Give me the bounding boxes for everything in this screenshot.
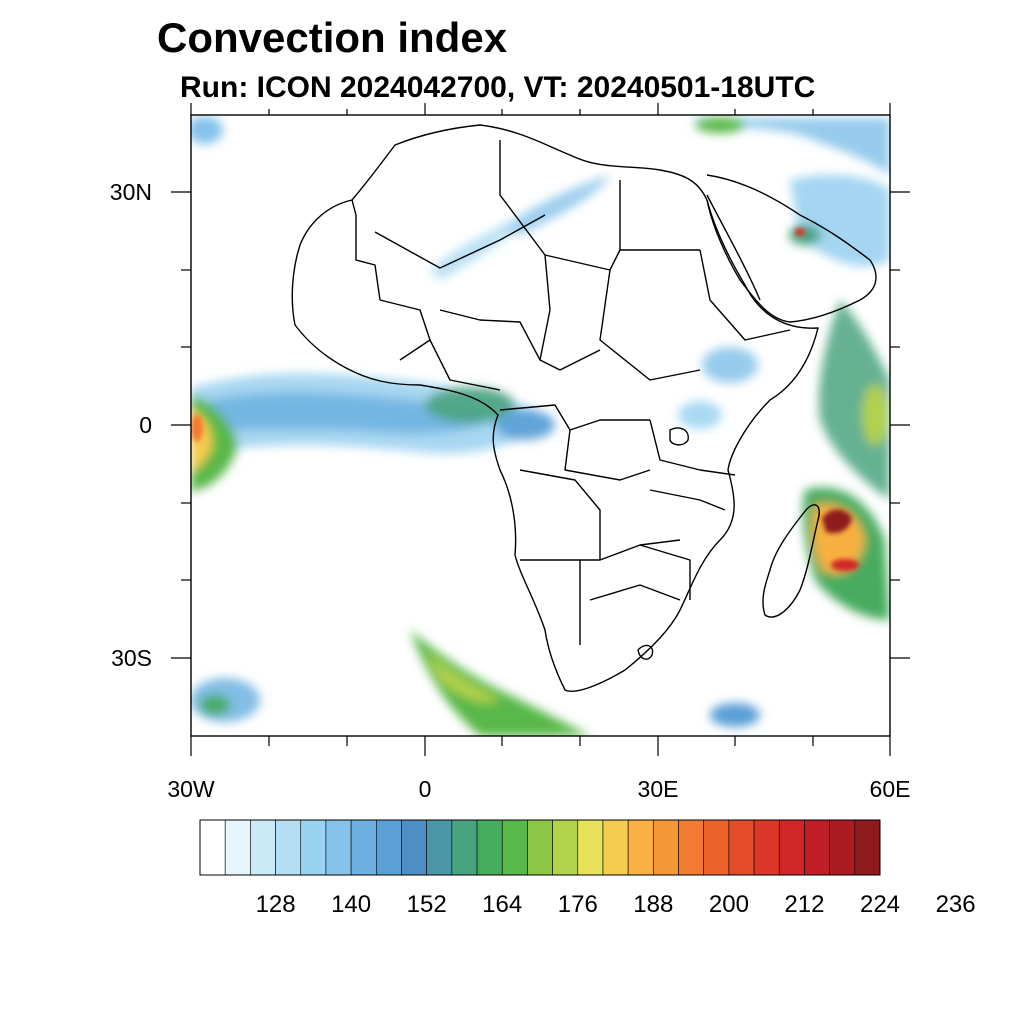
- border-14: [519, 469, 601, 560]
- border-8: [439, 309, 541, 361]
- lon-label-60e: 60E: [870, 776, 911, 802]
- field-sahara-streak: [500, 175, 610, 235]
- colorbar-swatch: [426, 819, 453, 876]
- colorbar-outline: [199, 819, 881, 876]
- colorbar-label: 152: [407, 891, 447, 918]
- border-6: [599, 269, 701, 381]
- colorbar-swatch: [627, 819, 654, 876]
- colorbar: [199, 819, 881, 876]
- colorbar-swatch: [375, 819, 402, 876]
- border-19: [639, 544, 691, 600]
- colorbar-label: 176: [558, 891, 598, 918]
- colorbar-swatch: [325, 819, 352, 876]
- axis-ticks: [171, 103, 910, 756]
- field-sw-green: [200, 695, 230, 715]
- lake-victoria: [669, 427, 689, 446]
- lat-label-30n: 30N: [110, 179, 152, 205]
- arabia-coastline: [706, 174, 877, 323]
- field-madagascar-red: [831, 559, 859, 571]
- field-south-front: [410, 630, 590, 736]
- field-indian-strip: [818, 300, 890, 500]
- colorbar-label: 188: [633, 891, 673, 918]
- border-10: [429, 339, 501, 391]
- colorbar-label: 224: [860, 891, 900, 918]
- colorbar-swatch: [778, 819, 805, 876]
- lon-label-30e: 30E: [638, 776, 679, 802]
- colorbar-swatch: [199, 819, 226, 876]
- colorbar-swatch: [804, 819, 830, 876]
- field-redsea-red: [795, 228, 805, 236]
- colorbar-swatch: [753, 819, 780, 876]
- lon-label-30w: 30W: [167, 776, 215, 802]
- chart-subtitle: Run: ICON 2024042700, VT: 20240501-18UTC: [180, 71, 816, 104]
- chart-title: Convection index: [157, 14, 508, 61]
- border-2: [374, 214, 546, 269]
- africa-coastline: [291, 124, 819, 692]
- colorbar-label: 236: [936, 891, 976, 918]
- colorbar-labels: 128 140 152 164 176 188 200 212 224 236: [256, 891, 976, 918]
- field-south-front-core: [425, 650, 500, 703]
- border-7: [699, 249, 791, 341]
- colorbar-swatch: [250, 819, 276, 876]
- field-south-small: [710, 703, 760, 727]
- lesotho: [637, 644, 654, 660]
- field-arabia: [790, 174, 890, 267]
- colorbar-swatch: [300, 819, 327, 876]
- colorbar-swatch: [653, 819, 679, 876]
- colorbar-swatch: [224, 819, 251, 876]
- colorbar-swatch: [501, 819, 528, 876]
- field-indian-yellow: [863, 385, 887, 445]
- colorbar-label: 128: [256, 891, 296, 918]
- colorbar-swatch: [854, 819, 881, 876]
- border-13: [649, 419, 736, 476]
- border-17: [589, 584, 681, 601]
- field-north-top: [690, 118, 890, 175]
- border-9: [379, 299, 431, 361]
- field-guinea-cells: [425, 387, 515, 423]
- field-madagascar-max: [822, 509, 852, 534]
- border-3: [499, 140, 700, 271]
- colorbar-swatch: [476, 819, 503, 876]
- colorbar-swatch: [275, 819, 302, 876]
- coastlines: [291, 124, 877, 692]
- lat-label-0: 0: [139, 412, 152, 438]
- lat-label-30s: 30S: [111, 645, 152, 671]
- border-12: [564, 429, 651, 481]
- border-1: [351, 199, 381, 301]
- field-sahel-streak: [430, 215, 530, 280]
- colorbar-label: 212: [784, 891, 824, 918]
- colorbar-swatch: [602, 819, 629, 876]
- colorbar-swatch: [350, 819, 377, 876]
- colorbar-swatch: [401, 819, 427, 876]
- field-ethiopia: [702, 347, 758, 383]
- colorbar-label: 164: [482, 891, 522, 918]
- convection-field: [191, 116, 890, 736]
- field-nw-corner: [191, 116, 223, 144]
- field-north-green: [695, 117, 745, 133]
- field-west-orange: [191, 414, 203, 442]
- lon-label-0: 0: [419, 776, 432, 802]
- colorbar-swatch: [728, 819, 755, 876]
- colorbar-swatch: [451, 819, 478, 876]
- madagascar-coastline: [762, 504, 820, 618]
- colorbar-swatch: [703, 819, 730, 876]
- colorbar-swatch: [527, 819, 553, 876]
- field-congo-cells: [495, 410, 555, 440]
- colorbar-swatch: [552, 819, 579, 876]
- colorbar-swatch: [829, 819, 856, 876]
- field-east-lakes: [678, 401, 722, 429]
- colorbar-label: 200: [709, 891, 749, 918]
- red-sea: [706, 194, 761, 301]
- colorbar-swatch: [678, 819, 705, 876]
- border-18: [649, 489, 726, 511]
- field-redsea-cells: [789, 225, 821, 245]
- border-5: [539, 254, 601, 371]
- colorbar-label: 140: [331, 891, 371, 918]
- border-15: [520, 539, 681, 561]
- colorbar-swatch: [577, 819, 604, 876]
